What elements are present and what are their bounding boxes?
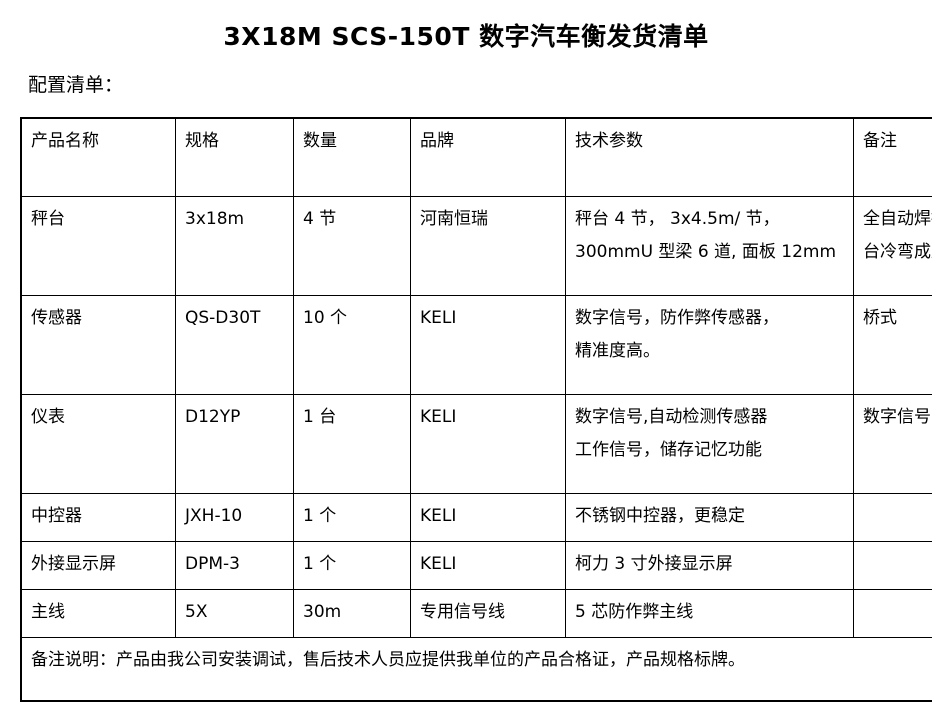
- table-row: 仪表 D12YP 1 台 KELI 数字信号,自动检测传感器 工作信号，储存记忆…: [20, 393, 932, 494]
- cell-tech-params: 数字信号,自动检测传感器 工作信号，储存记忆功能: [565, 393, 854, 494]
- cell-remark: [853, 492, 932, 542]
- remark-line: 全自动焊接，秤: [863, 208, 932, 229]
- cell-spec: D12YP: [175, 393, 294, 494]
- column-header-brand: 品牌: [410, 117, 566, 197]
- column-header-quantity: 数量: [293, 117, 411, 197]
- cell-quantity: 1 个: [293, 492, 411, 542]
- cell-brand: KELI: [410, 492, 566, 542]
- cell-product-name: 秤台: [20, 195, 176, 296]
- cell-brand: 河南恒瑞: [410, 195, 566, 296]
- table-row: 秤台 3x18m 4 节 河南恒瑞 秤台 4 节， 3x4.5m/ 节， 300…: [20, 195, 932, 296]
- cell-product-name: 中控器: [20, 492, 176, 542]
- table-row: 中控器 JXH-10 1 个 KELI 不锈钢中控器，更稳定: [20, 492, 932, 542]
- remark-line: 桥式: [863, 307, 897, 328]
- column-header-product-name: 产品名称: [20, 117, 176, 197]
- cell-remark: 桥式: [853, 294, 932, 395]
- cell-product-name: 外接显示屏: [20, 540, 176, 590]
- spec-table-container: 产品名称 规格 数量 品牌 技术参数 备注 秤台 3x18m 4 节 河南恒瑞 …: [0, 97, 932, 702]
- cell-remark: 全自动焊接，秤 台冷弯成型。: [853, 195, 932, 296]
- tech-params-line: 秤台 4 节， 3x4.5m/ 节，: [575, 208, 780, 229]
- cell-quantity: 30m: [293, 588, 411, 638]
- cell-brand: KELI: [410, 540, 566, 590]
- tech-params-line: 工作信号，储存记忆功能: [575, 439, 762, 460]
- remark-note: 备注说明：产品由我公司安装调试，售后技术人员应提供我单位的产品合格证，产品规格标…: [20, 636, 932, 702]
- cell-quantity: 10 个: [293, 294, 411, 395]
- column-header-spec: 规格: [175, 117, 294, 197]
- cell-quantity: 1 个: [293, 540, 411, 590]
- table-note-row: 备注说明：产品由我公司安装调试，售后技术人员应提供我单位的产品合格证，产品规格标…: [20, 636, 932, 702]
- cell-spec: JXH-10: [175, 492, 294, 542]
- cell-tech-params: 数字信号，防作弊传感器， 精准度高。: [565, 294, 854, 395]
- tech-params-line: 精准度高。: [575, 340, 660, 361]
- config-list-label: 配置清单：: [28, 74, 124, 96]
- cell-remark: [853, 588, 932, 638]
- table-row: 外接显示屏 DPM-3 1 个 KELI 柯力 3 寸外接显示屏: [20, 540, 932, 590]
- cell-product-name: 仪表: [20, 393, 176, 494]
- cell-tech-params: 柯力 3 寸外接显示屏: [565, 540, 854, 590]
- tech-params-line: 数字信号,自动检测传感器: [575, 406, 768, 427]
- page-title: 3X18M SCS-150T 数字汽车衡发货清单: [223, 22, 709, 51]
- column-header-tech-params: 技术参数: [565, 117, 854, 197]
- cell-brand: 专用信号线: [410, 588, 566, 638]
- tech-params-line: 300mmU 型梁 6 道, 面板 12mm: [575, 241, 837, 262]
- specification-table: 产品名称 规格 数量 品牌 技术参数 备注 秤台 3x18m 4 节 河南恒瑞 …: [20, 116, 932, 702]
- cell-product-name: 传感器: [20, 294, 176, 395]
- cell-remark: 数字信号: [853, 393, 932, 494]
- column-header-remark: 备注: [853, 117, 932, 197]
- cell-spec: QS-D30T: [175, 294, 294, 395]
- cell-quantity: 4 节: [293, 195, 411, 296]
- cell-tech-params: 秤台 4 节， 3x4.5m/ 节， 300mmU 型梁 6 道, 面板 12m…: [565, 195, 854, 296]
- cell-remark: [853, 540, 932, 590]
- cell-spec: 5X: [175, 588, 294, 638]
- remark-line: 台冷弯成型。: [863, 241, 932, 262]
- cell-spec: 3x18m: [175, 195, 294, 296]
- cell-product-name: 主线: [20, 588, 176, 638]
- table-row: 主线 5X 30m 专用信号线 5 芯防作弊主线: [20, 588, 932, 638]
- cell-tech-params: 不锈钢中控器，更稳定: [565, 492, 854, 542]
- cell-brand: KELI: [410, 393, 566, 494]
- cell-spec: DPM-3: [175, 540, 294, 590]
- table-header-row: 产品名称 规格 数量 品牌 技术参数 备注: [20, 117, 932, 197]
- cell-quantity: 1 台: [293, 393, 411, 494]
- table-row: 传感器 QS-D30T 10 个 KELI 数字信号，防作弊传感器， 精准度高。…: [20, 294, 932, 395]
- remark-line: 数字信号: [863, 406, 931, 427]
- tech-params-line: 数字信号，防作弊传感器，: [575, 307, 779, 328]
- cell-brand: KELI: [410, 294, 566, 395]
- cell-tech-params: 5 芯防作弊主线: [565, 588, 854, 638]
